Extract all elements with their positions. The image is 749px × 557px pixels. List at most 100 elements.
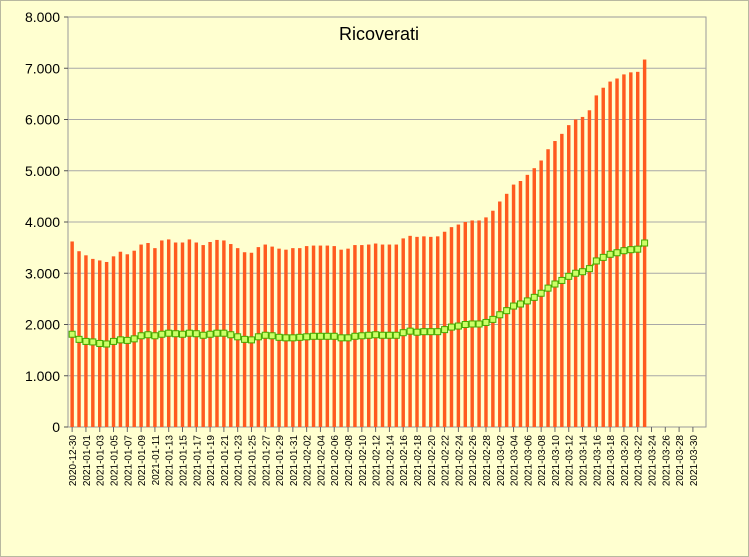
- y-tick-label: 3.000: [25, 265, 60, 281]
- x-tick-label: 2021-02-08: [344, 435, 355, 487]
- x-axis-tick-labels: 2020-12-30 2021-01-01 2021-01-03 2021-01-05…: [68, 427, 700, 486]
- series-point: [482, 318, 490, 326]
- series-point: [399, 329, 407, 337]
- x-tick-label: 2021-03-02: [496, 435, 507, 487]
- series-point: [620, 247, 628, 255]
- y-axis-tick-labels: 0 1.000 2.000 3.000 4.000 5.000 6.000 7.000 8.00…: [25, 9, 60, 435]
- x-tick-label: 2021-02-28: [482, 435, 493, 487]
- x-tick-label: 2021-02-16: [399, 435, 410, 487]
- x-tick-label: 2021-02-04: [316, 435, 327, 487]
- series-point: [213, 329, 221, 337]
- series-point: [627, 246, 635, 254]
- series-point: [323, 332, 331, 340]
- x-tick-label: 2021-01-19: [206, 435, 217, 487]
- series-point: [447, 323, 455, 331]
- series-point: [316, 332, 324, 340]
- x-tick-label: 2021-01-23: [234, 435, 245, 487]
- series-point: [158, 330, 166, 338]
- x-tick-label: 2021-03-26: [661, 435, 672, 487]
- x-tick-label: 2021-03-08: [537, 435, 548, 487]
- x-tick-label: 2021-03-22: [634, 435, 645, 487]
- x-tick-label: 2021-03-30: [689, 435, 700, 487]
- x-tick-label: 2021-02-26: [468, 435, 479, 487]
- x-tick-label: 2021-02-14: [385, 435, 396, 487]
- x-tick-label: 2021-01-09: [137, 435, 148, 487]
- series-point: [234, 333, 242, 341]
- series-point: [592, 257, 600, 265]
- series-point: [192, 330, 200, 338]
- series-point: [303, 333, 311, 341]
- series-point: [365, 331, 373, 339]
- x-tick-label: 2021-03-16: [592, 435, 603, 487]
- series-point: [172, 330, 180, 338]
- series-point: [254, 333, 262, 341]
- x-tick-label: 2021-03-18: [606, 435, 617, 487]
- series-point: [413, 328, 421, 336]
- y-tick-label: 8.000: [25, 9, 60, 25]
- series-point: [185, 329, 193, 337]
- x-tick-label: 2021-02-24: [454, 435, 465, 487]
- series-point: [289, 334, 297, 342]
- series-point: [551, 280, 559, 288]
- series-point: [406, 327, 414, 335]
- series-point: [103, 340, 111, 348]
- series-point: [558, 276, 566, 284]
- series-point: [178, 330, 186, 338]
- series-point: [165, 329, 173, 337]
- x-tick-label: 2021-01-01: [82, 435, 93, 487]
- series-point: [468, 320, 476, 328]
- series-point: [206, 330, 214, 338]
- x-tick-label: 2021-01-17: [192, 435, 203, 487]
- series-point: [523, 297, 531, 305]
- series-point: [503, 307, 511, 315]
- series-point: [261, 331, 269, 339]
- x-tick-label: 2021-02-20: [427, 435, 438, 487]
- series-point: [344, 334, 352, 342]
- series-point: [572, 269, 580, 277]
- series-point: [379, 331, 387, 339]
- x-tick-label: 2021-01-25: [247, 435, 258, 487]
- series-point: [579, 268, 587, 276]
- series-point: [268, 332, 276, 340]
- x-tick-label: 2021-03-10: [551, 435, 562, 487]
- x-tick-label: 2021-02-18: [413, 435, 424, 487]
- x-tick-label: 2021-02-22: [441, 435, 452, 487]
- series-point: [275, 333, 283, 341]
- line-series: [68, 239, 649, 348]
- series-point: [199, 331, 207, 339]
- x-tick-label: 2021-01-31: [289, 435, 300, 487]
- series-point: [96, 339, 104, 347]
- series-point: [530, 293, 538, 301]
- series-point: [516, 300, 524, 308]
- y-tick-label: 0: [52, 419, 60, 435]
- series-point: [358, 332, 366, 340]
- series-point: [599, 253, 607, 261]
- series-point: [75, 335, 83, 343]
- series-point: [634, 245, 642, 253]
- series-point: [496, 311, 504, 319]
- series-point: [537, 289, 545, 297]
- series-point: [296, 333, 304, 341]
- y-tick-label: 2.000: [25, 317, 60, 333]
- y-tick-label: 1.000: [25, 368, 60, 384]
- series-point: [454, 322, 462, 330]
- x-tick-label: 2021-03-12: [565, 435, 576, 487]
- series-point: [330, 332, 338, 340]
- series-point: [434, 328, 442, 336]
- y-tick-label: 4.000: [25, 214, 60, 230]
- series-point: [392, 331, 400, 339]
- series-point: [130, 335, 138, 343]
- series-point: [565, 272, 573, 280]
- series-point: [585, 265, 593, 273]
- series-point: [220, 329, 228, 337]
- series-point: [475, 320, 483, 328]
- x-tick-label: 2021-01-05: [110, 435, 121, 487]
- series-point: [613, 249, 621, 257]
- x-tick-label: 2021-03-28: [675, 435, 686, 487]
- series-point: [151, 332, 159, 340]
- x-tick-label: 2021-03-20: [620, 435, 631, 487]
- series-point: [282, 334, 290, 342]
- x-tick-label: 2021-03-24: [648, 435, 659, 487]
- series-point: [385, 331, 393, 339]
